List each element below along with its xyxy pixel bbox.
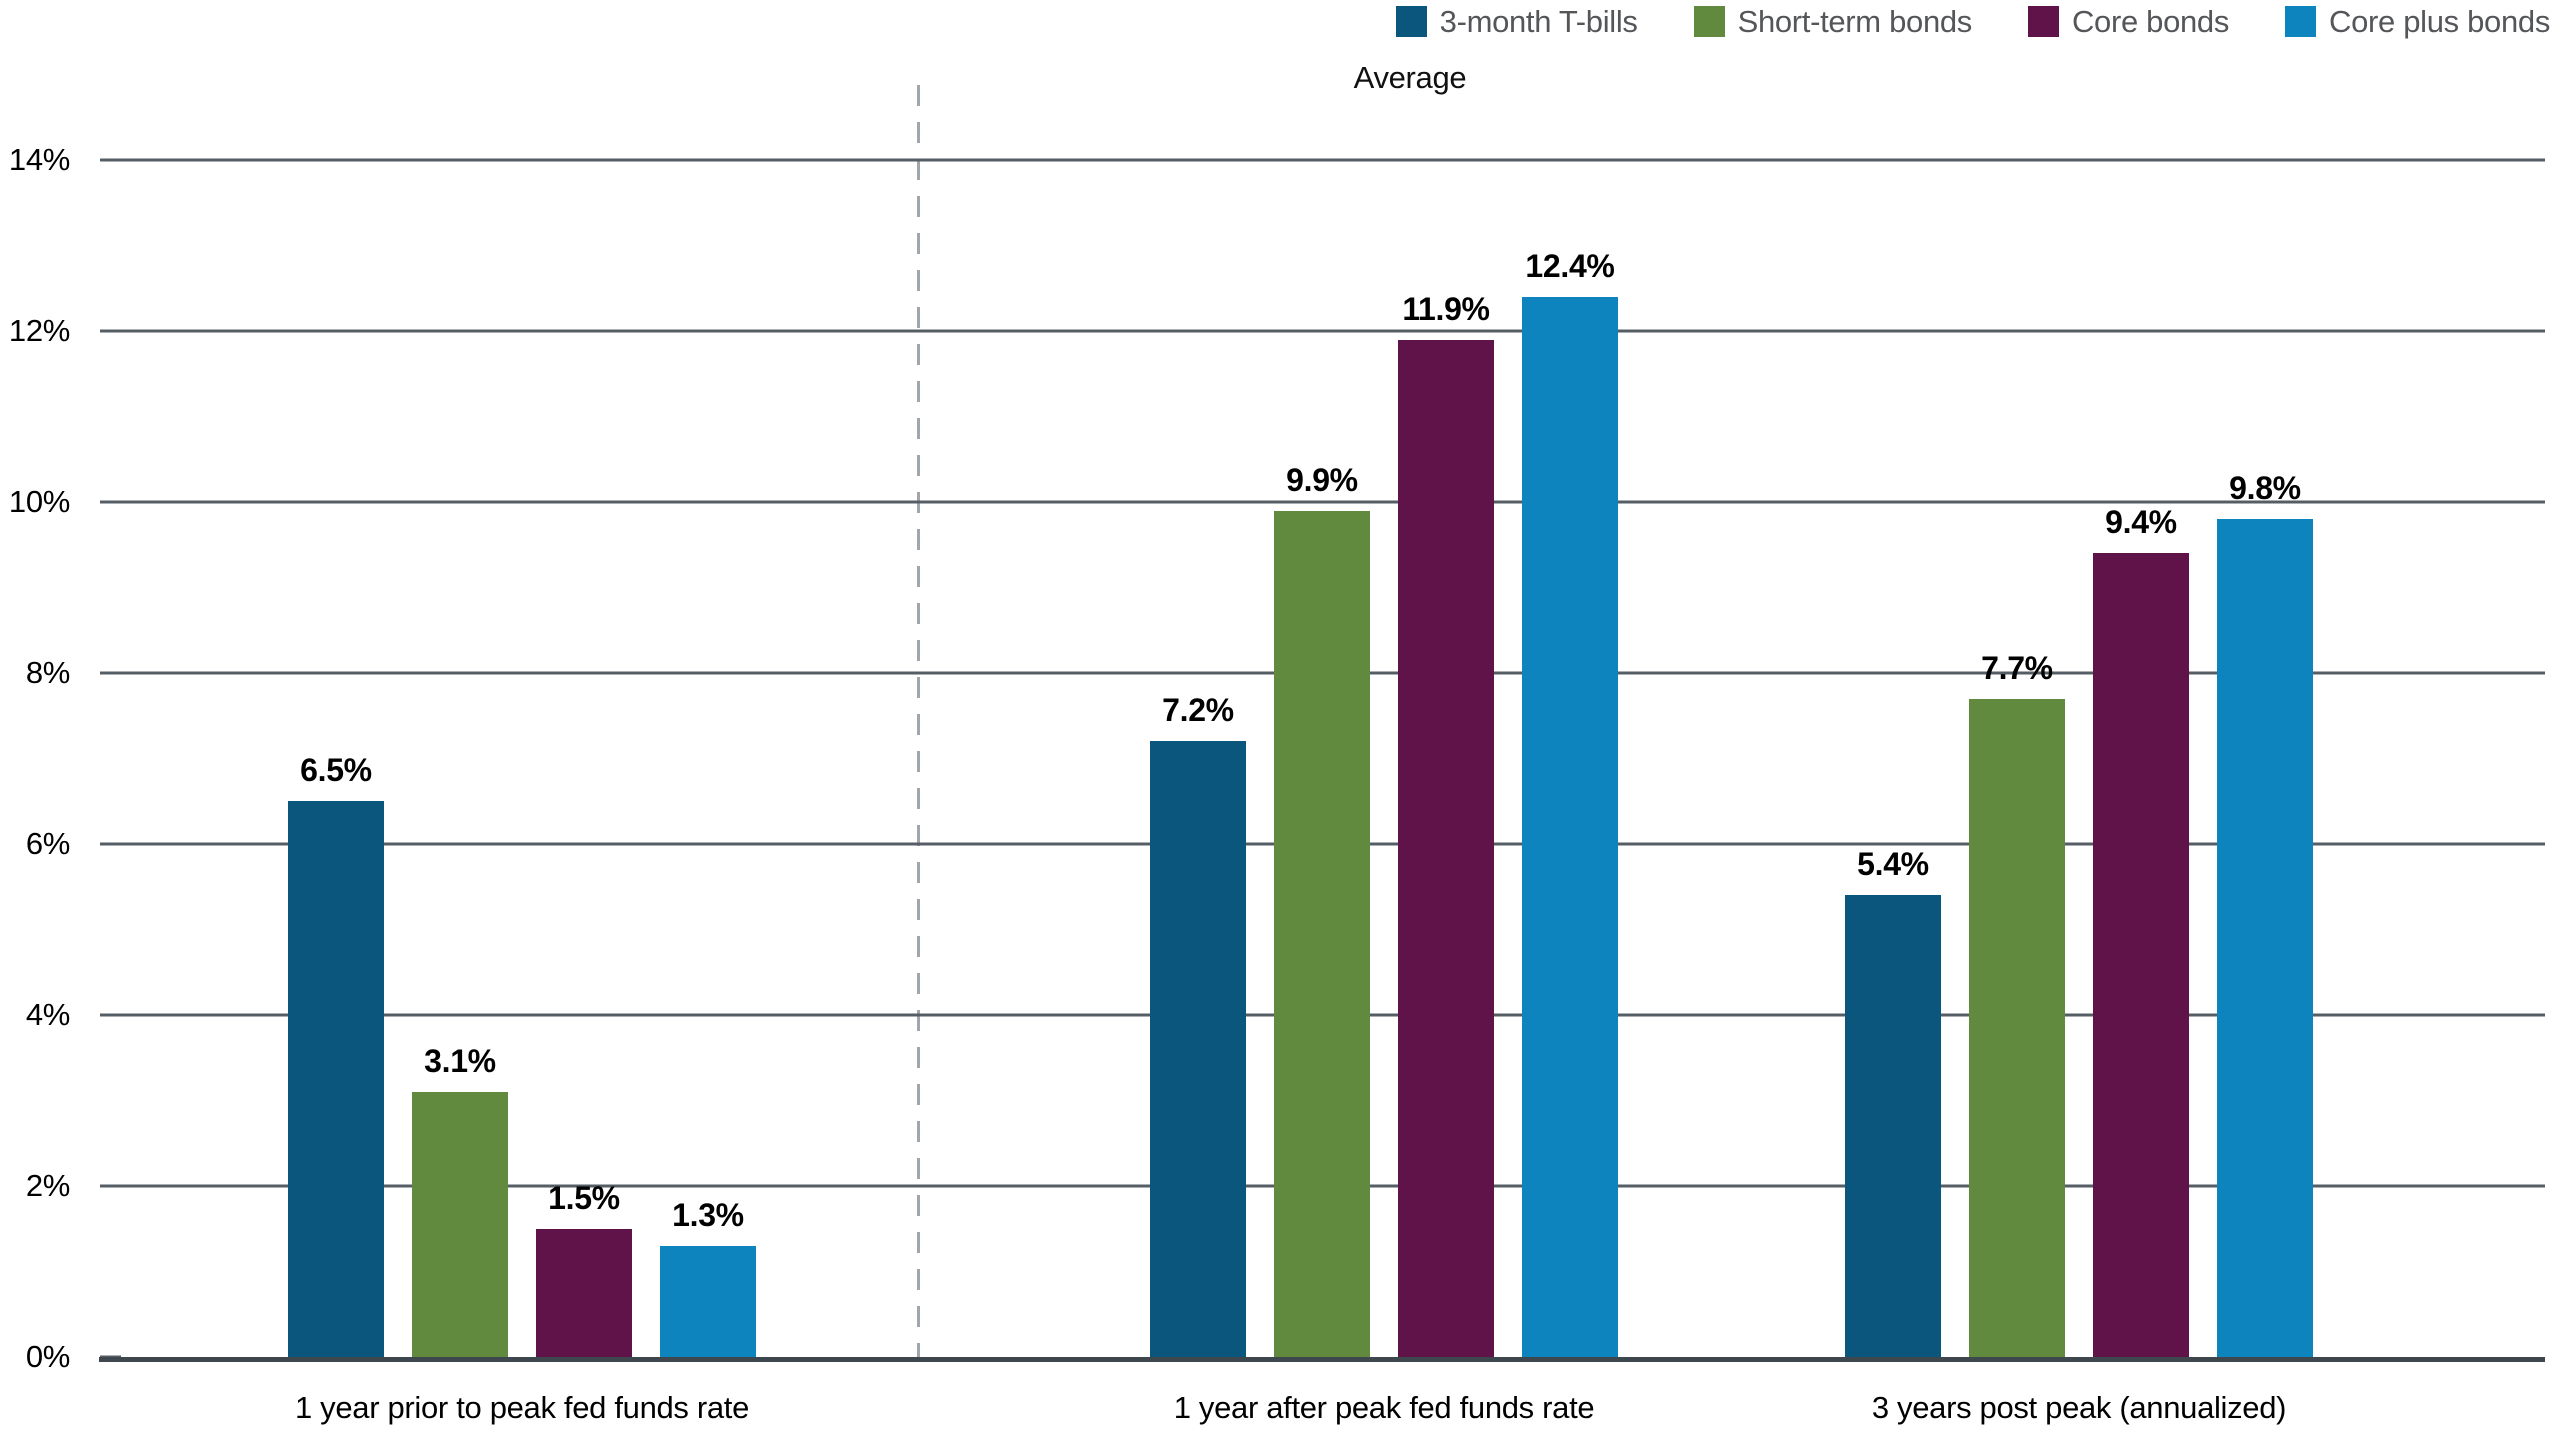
x-axis-labels: 1 year prior to peak fed funds rate 1 yea…: [120, 1390, 2545, 1440]
legend-swatch: [1693, 6, 1725, 37]
bar: [536, 1228, 632, 1357]
bar: [660, 1245, 756, 1357]
y-axis-tick: [100, 329, 121, 333]
bar-slot: 7.2%: [1150, 160, 1246, 1357]
y-axis-tick-label: 12%: [8, 313, 70, 348]
bar-slot: 5.4%: [1845, 160, 1941, 1357]
bar-slot: 11.9%: [1398, 160, 1494, 1357]
y-axis-tick: [100, 158, 121, 162]
y-axis-tick-label: 6%: [25, 826, 70, 861]
bar-slot: 9.4%: [2093, 160, 2189, 1357]
bar-slot: 6.5%: [288, 160, 384, 1357]
y-axis: 0% 2% 4% 6% 8% 10% 12% 14%: [0, 142, 121, 1374]
bar-value-label: 3.1%: [424, 1042, 496, 1079]
y-axis-tick-label: 4%: [25, 997, 70, 1032]
bar: [1150, 741, 1246, 1357]
legend-swatch: [2285, 6, 2317, 37]
legend-label: 3-month T-bills: [1439, 4, 1638, 39]
bar: [1969, 698, 2065, 1357]
bar-value-label: 7.2%: [1162, 692, 1234, 729]
bar: [288, 801, 384, 1357]
bar-slot: 3.1%: [412, 160, 508, 1357]
y-axis-tick-label: 8%: [25, 655, 70, 690]
plot-area: 1 year prior to peak fed funds rate 1 yea…: [99, 85, 2545, 1425]
bar-value-label: 1.5%: [548, 1179, 620, 1216]
bar-slot: 12.4%: [1522, 160, 1618, 1357]
legend-item: Core bonds: [2027, 4, 2230, 39]
bar-value-label: 7.7%: [1981, 649, 2053, 686]
y-axis-tick: [100, 671, 121, 675]
bar-value-label: 1.3%: [672, 1196, 744, 1233]
x-axis-category-label: 1 year prior to peak fed funds rate: [294, 1390, 750, 1425]
bar: [1398, 339, 1494, 1357]
bar-group: 5.4% 7.7% 9.4% 9.8%: [1845, 160, 2313, 1357]
y-axis-tick-label: 2%: [25, 1168, 70, 1203]
bar-value-label: 6.5%: [300, 752, 372, 789]
bar-slot: 1.3%: [660, 160, 756, 1357]
bar-value-label: 12.4%: [1525, 247, 1615, 284]
bar-slot: 1.5%: [536, 160, 632, 1357]
legend: 3-month T-bills Short-term bonds Core bond…: [1395, 4, 2550, 39]
bar-slot: 9.9%: [1274, 160, 1370, 1357]
x-axis-category-label: 3 years post peak (annualized): [1871, 1390, 2287, 1425]
chart-title: Average: [1353, 60, 1467, 95]
legend-swatch: [1395, 6, 1427, 37]
y-axis-tick: [100, 1013, 121, 1017]
bar-group: 7.2% 9.9% 11.9% 12.4%: [1150, 160, 1618, 1357]
bar-value-label: 9.9%: [1286, 461, 1358, 498]
gridline: [120, 329, 2545, 333]
bar: [1522, 296, 1618, 1357]
bar: [412, 1091, 508, 1357]
legend-label: Short-term bonds: [1737, 4, 1973, 39]
x-axis-category-label: 1 year after peak fed funds rate: [1173, 1390, 1595, 1425]
y-axis-tick: [100, 842, 121, 846]
bar: [1274, 510, 1370, 1357]
period-separator-line: [917, 85, 920, 1357]
bar: [2093, 553, 2189, 1357]
bar-value-label: 9.4%: [2105, 504, 2177, 541]
y-axis-tick: [100, 1184, 121, 1188]
bar-value-label: 11.9%: [1402, 290, 1490, 327]
y-axis-tick-label: 0%: [25, 1339, 70, 1374]
gridline: [120, 500, 2545, 504]
bar-value-label: 9.8%: [2229, 470, 2301, 507]
legend-swatch: [2027, 6, 2059, 37]
legend-label: Core plus bonds: [2329, 4, 2550, 39]
legend-label: Core bonds: [2071, 4, 2230, 39]
bar-value-label: 5.4%: [1857, 846, 1929, 883]
bar-group: 6.5% 3.1% 1.5% 1.3%: [288, 160, 756, 1357]
y-axis-tick-label: 14%: [8, 142, 70, 177]
bar: [1845, 895, 1941, 1357]
legend-item: Short-term bonds: [1693, 4, 1973, 39]
bar-slot: 9.8%: [2217, 160, 2313, 1357]
legend-item: Core plus bonds: [2285, 6, 2550, 37]
x-axis-line: [99, 1357, 2545, 1362]
y-axis-tick: [100, 500, 121, 504]
legend-item: 3-month T-bills: [1395, 4, 1638, 39]
y-axis-tick-label: 10%: [8, 484, 70, 519]
bar: [2217, 519, 2313, 1357]
gridline: [120, 158, 2545, 162]
bar-slot: 7.7%: [1969, 160, 2065, 1357]
